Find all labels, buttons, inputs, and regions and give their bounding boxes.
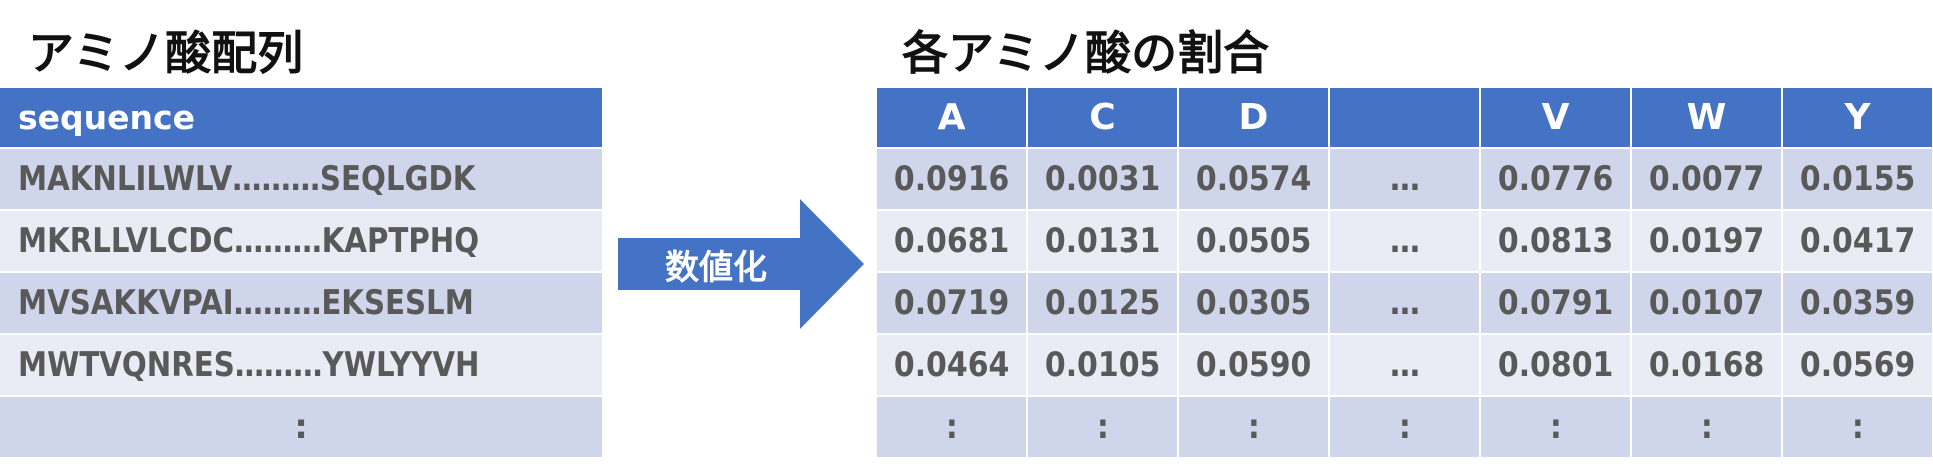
column-header: Y	[1783, 88, 1932, 147]
cell-value: 0.0590	[1195, 345, 1312, 385]
column-header: D	[1179, 88, 1328, 147]
table-cell: 0.0168	[1632, 335, 1781, 395]
table-cell: 0.0107	[1632, 273, 1781, 333]
table-cell: 0.0464	[877, 335, 1026, 395]
sequence-row: MAKNLILWLV………SEQLGDK	[0, 149, 602, 209]
table-cell: 0.0031	[1028, 149, 1177, 209]
table-cell: 0.0916	[877, 149, 1026, 209]
table-cell: …	[1330, 273, 1479, 333]
cell-value: :	[1398, 407, 1411, 447]
table-cell: :	[1028, 397, 1177, 457]
cell-value: :	[1096, 407, 1109, 447]
table-cell: 0.0681	[877, 211, 1026, 271]
sequence-row: MVSAKKVPAI………EKSESLM	[0, 273, 602, 333]
sequence-section-title: アミノ酸配列	[28, 26, 304, 80]
cell-value: 0.0791	[1497, 283, 1614, 323]
cell-value: 0.0131	[1044, 221, 1161, 261]
table-cell: …	[1330, 211, 1479, 271]
table-cell: 0.0131	[1028, 211, 1177, 271]
cell-value: 0.0359	[1799, 283, 1916, 323]
cell-value: 0.0776	[1497, 159, 1614, 199]
cell-value: 0.0197	[1648, 221, 1765, 261]
table-cell: 0.0155	[1783, 149, 1932, 209]
table-cell: 0.0813	[1481, 211, 1630, 271]
table-cell: :	[1632, 397, 1781, 457]
table-cell: 0.0359	[1783, 273, 1932, 333]
cell-value: :	[1700, 407, 1713, 447]
cell-value: 0.0031	[1044, 159, 1161, 199]
sequence-table: sequence MAKNLILWLV………SEQLGDK MKRLLVLCDC…	[0, 88, 602, 459]
cell-value: 0.0464	[893, 345, 1010, 385]
sequence-row-ellipsis: :	[0, 397, 602, 457]
column-header: C	[1028, 88, 1177, 147]
cell-value: :	[1851, 407, 1864, 447]
sequence-value: MKRLLVLCDC………KAPTPHQ	[18, 221, 480, 261]
column-header: V	[1481, 88, 1630, 147]
table-cell: 0.0305	[1179, 273, 1328, 333]
cell-value: :	[1247, 407, 1260, 447]
table-cell: 0.0719	[877, 273, 1026, 333]
sequence-value: MAKNLILWLV………SEQLGDK	[18, 159, 476, 199]
cell-value: 0.0417	[1799, 221, 1916, 261]
sequence-column-header: sequence	[0, 88, 602, 147]
table-cell: 0.0574	[1179, 149, 1328, 209]
table-cell: :	[877, 397, 1026, 457]
table-cell: 0.0197	[1632, 211, 1781, 271]
table-cell: :	[1330, 397, 1479, 457]
cell-value: 0.0719	[893, 283, 1010, 323]
arrow-shape	[618, 199, 864, 329]
right-arrow-icon	[618, 199, 864, 329]
column-header: A	[877, 88, 1026, 147]
cell-value: 0.0505	[1195, 221, 1312, 261]
arrow-label: 数値化	[665, 247, 767, 288]
sequence-value: MWTVQNRES………YWLYYVH	[18, 345, 480, 385]
composition-table: A C D V W Y 0.0916 0.0031 0.0574 … 0.0776 0.0077 0.0…	[877, 88, 1933, 457]
cell-value: :	[1549, 407, 1562, 447]
cell-value: 0.0107	[1648, 283, 1765, 323]
cell-value: …	[1389, 283, 1420, 323]
table-cell: 0.0417	[1783, 211, 1932, 271]
table-cell: :	[1481, 397, 1630, 457]
table-cell: …	[1330, 149, 1479, 209]
cell-value: 0.0813	[1497, 221, 1614, 261]
cell-value: 0.0125	[1044, 283, 1161, 323]
table-cell: 0.0801	[1481, 335, 1630, 395]
cell-value: 0.0305	[1195, 283, 1312, 323]
table-cell: :	[1179, 397, 1328, 457]
cell-value: 0.0574	[1195, 159, 1312, 199]
sequence-row: MWTVQNRES………YWLYYVH	[0, 335, 602, 395]
table-cell: 0.0569	[1783, 335, 1932, 395]
table-cell: 0.0505	[1179, 211, 1328, 271]
cell-value: 0.0681	[893, 221, 1010, 261]
table-cell: 0.0590	[1179, 335, 1328, 395]
table-cell: 0.0077	[1632, 149, 1781, 209]
cell-value: 0.0077	[1648, 159, 1765, 199]
cell-value: 0.0569	[1799, 345, 1916, 385]
table-cell: 0.0105	[1028, 335, 1177, 395]
sequence-header-label: sequence	[18, 98, 195, 137]
cell-value: 0.0916	[893, 159, 1010, 199]
sequence-value: MVSAKKVPAI………EKSESLM	[18, 283, 474, 323]
cell-value: …	[1389, 345, 1420, 385]
column-header: W	[1632, 88, 1781, 147]
sequence-row: MKRLLVLCDC………KAPTPHQ	[0, 211, 602, 271]
table-cell: 0.0125	[1028, 273, 1177, 333]
column-header	[1330, 88, 1479, 147]
table-cell: 0.0791	[1481, 273, 1630, 333]
table-cell: :	[1783, 397, 1932, 457]
composition-section-title: 各アミノ酸の割合	[902, 26, 1270, 80]
table-cell: …	[1330, 335, 1479, 395]
cell-value: …	[1389, 221, 1420, 261]
cell-value: …	[1389, 159, 1420, 199]
cell-value: 0.0168	[1648, 345, 1765, 385]
table-cell: 0.0776	[1481, 149, 1630, 209]
cell-value: 0.0155	[1799, 159, 1916, 199]
cell-value: 0.0801	[1497, 345, 1614, 385]
vertical-ellipsis: :	[294, 407, 308, 447]
cell-value: :	[945, 407, 958, 447]
cell-value: 0.0105	[1044, 345, 1161, 385]
